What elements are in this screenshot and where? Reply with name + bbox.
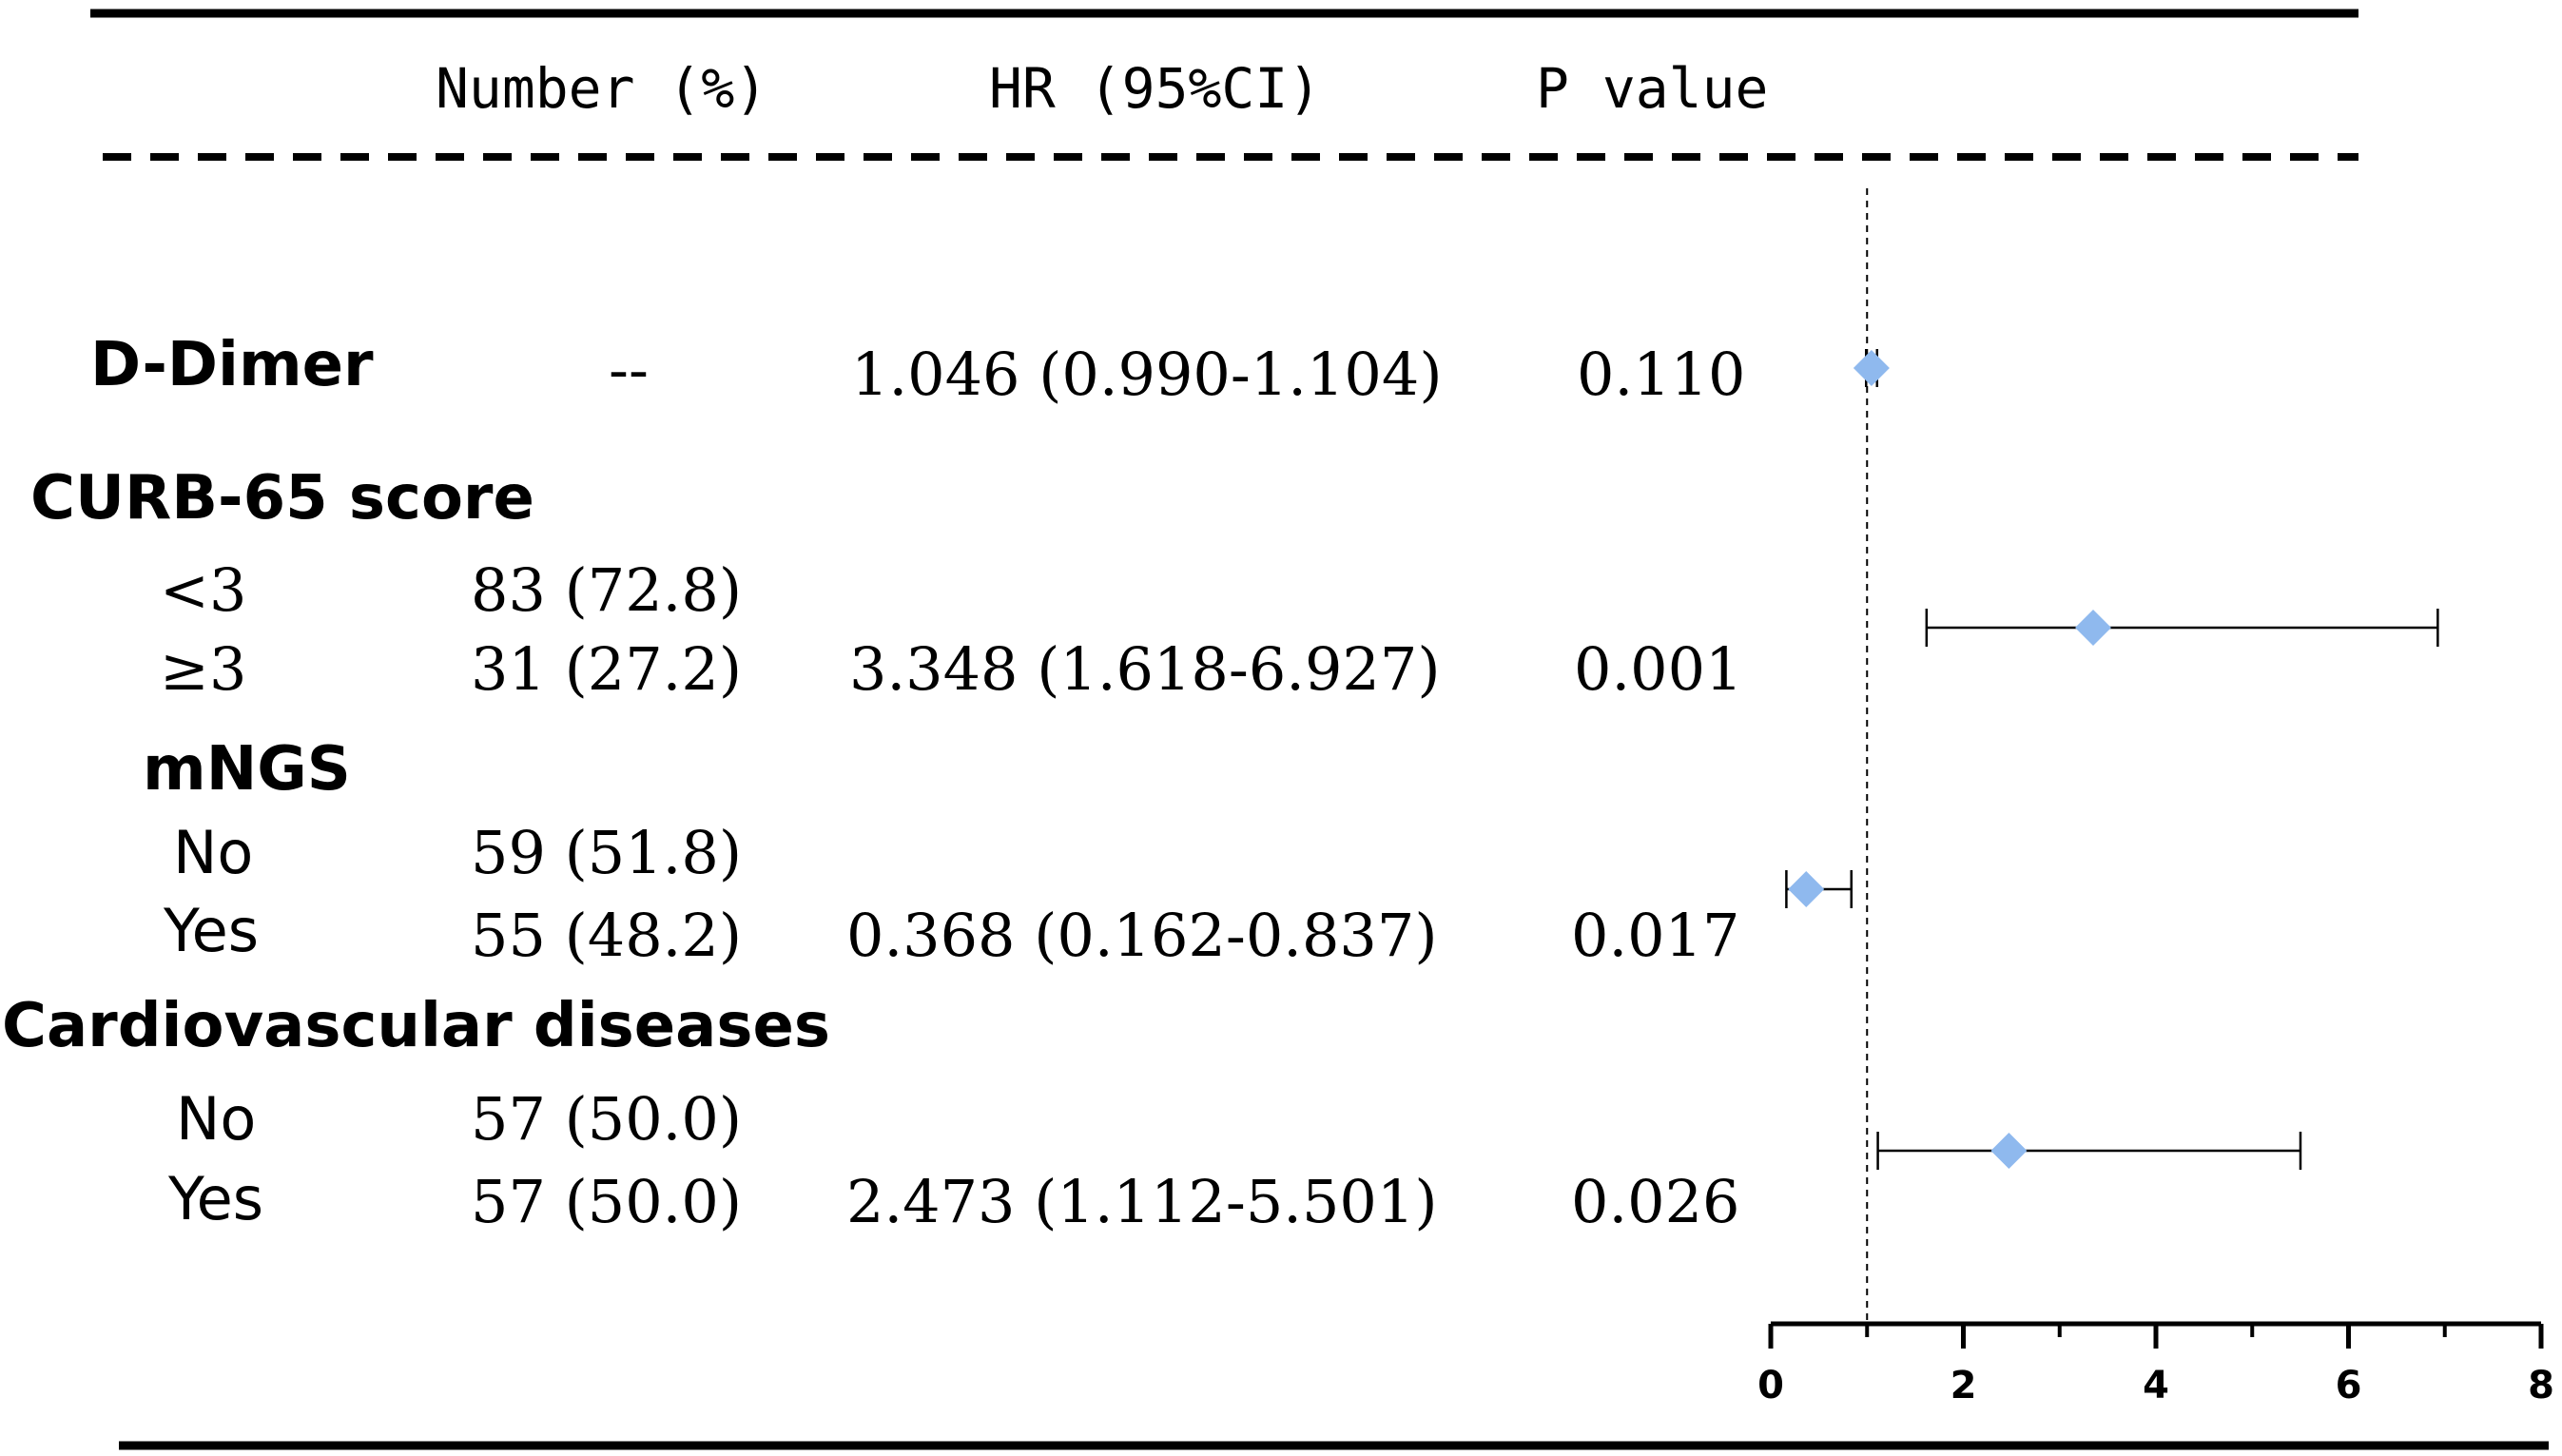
curb65-row1-number: 83 (72.8)	[471, 555, 742, 625]
mngs-p: 0.017	[1571, 901, 1740, 970]
ddimer-hr: 1.046 (0.990-1.104)	[851, 340, 1443, 409]
curb65-hr: 3.348 (1.618-6.927)	[849, 634, 1441, 704]
mngs-row1-number: 59 (51.8)	[471, 818, 742, 887]
group-title-curb65: CURB-65 score	[30, 463, 534, 534]
x-tick-label-2: 2	[1951, 1364, 1977, 1407]
curb65-row2-label: ≥3	[160, 634, 246, 704]
curb65-p: 0.001	[1574, 634, 1743, 704]
x-tick-label-4: 4	[2143, 1364, 2169, 1407]
hr-diamond-3	[1990, 1133, 2028, 1169]
group-title-ddimer: D-Dimer	[90, 330, 374, 400]
group-title-cvd: Cardiovascular diseases	[2, 991, 830, 1061]
cvd-row2-label: Yes	[167, 1164, 263, 1233]
hr-diamond-1	[2074, 610, 2111, 646]
cvd-p: 0.026	[1571, 1167, 1740, 1236]
ddimer-p: 0.110	[1577, 340, 1746, 409]
hr-diamond-0	[1853, 350, 1890, 386]
header-p-value: P value	[1536, 56, 1768, 121]
x-tick-label-8: 8	[2528, 1364, 2554, 1407]
hr-diamond-2	[1788, 871, 1825, 907]
x-tick-label-6: 6	[2336, 1364, 2362, 1407]
cvd-row1-label: No	[176, 1084, 256, 1154]
header-number: Number (%)	[436, 56, 767, 121]
ddimer-number: --	[609, 335, 649, 404]
mngs-row2-label: Yes	[163, 896, 259, 965]
cvd-row2-number: 57 (50.0)	[471, 1167, 742, 1236]
x-tick-label-0: 0	[1757, 1364, 1784, 1407]
cvd-hr: 2.473 (1.112-5.501)	[846, 1167, 1438, 1236]
mngs-row2-number: 55 (48.2)	[471, 901, 742, 970]
forest-plot-area: 0 2 4 6 8	[1757, 188, 2554, 1407]
curb65-row1-label: <3	[160, 555, 246, 625]
curb65-row2-number: 31 (27.2)	[471, 634, 742, 704]
header-hr: HR (95%CI)	[989, 56, 1321, 121]
cvd-row1-number: 57 (50.0)	[471, 1084, 742, 1154]
mngs-row1-label: No	[173, 818, 253, 887]
group-title-mngs: mNGS	[143, 734, 351, 805]
mngs-hr: 0.368 (0.162-0.837)	[846, 901, 1438, 970]
